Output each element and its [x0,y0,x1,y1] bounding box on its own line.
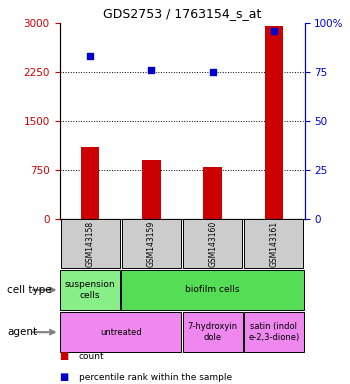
Bar [60,312,181,352]
Bar [244,312,304,352]
Text: agent: agent [7,327,37,337]
Bar [183,219,242,268]
Text: ■: ■ [60,351,69,361]
Text: GSM143158: GSM143158 [86,221,94,267]
Text: GSM143161: GSM143161 [270,221,278,267]
Bar [183,312,243,352]
Text: GSM143159: GSM143159 [147,221,156,267]
Bar [60,270,120,310]
Text: satin (indol
e-2,3-dione): satin (indol e-2,3-dione) [248,323,300,342]
Bar [61,219,120,268]
Bar [142,160,161,219]
Bar [244,219,303,268]
Point [148,67,154,73]
Bar [121,270,304,310]
Bar [203,167,222,219]
Text: cell type: cell type [7,285,52,295]
Text: GSM143160: GSM143160 [208,221,217,267]
Text: 7-hydroxyin
dole: 7-hydroxyin dole [188,323,238,342]
Text: biofilm cells: biofilm cells [186,285,240,295]
Text: percentile rank within the sample: percentile rank within the sample [79,373,232,382]
Point [210,69,216,75]
Bar [122,219,181,268]
Text: count: count [79,352,104,361]
Title: GDS2753 / 1763154_s_at: GDS2753 / 1763154_s_at [103,7,261,20]
Text: untreated: untreated [100,328,141,337]
Point [271,28,277,34]
Bar [81,147,99,219]
Bar [265,26,283,219]
Text: suspension
cells: suspension cells [65,280,116,300]
Point [88,53,93,60]
Text: ■: ■ [60,372,69,382]
